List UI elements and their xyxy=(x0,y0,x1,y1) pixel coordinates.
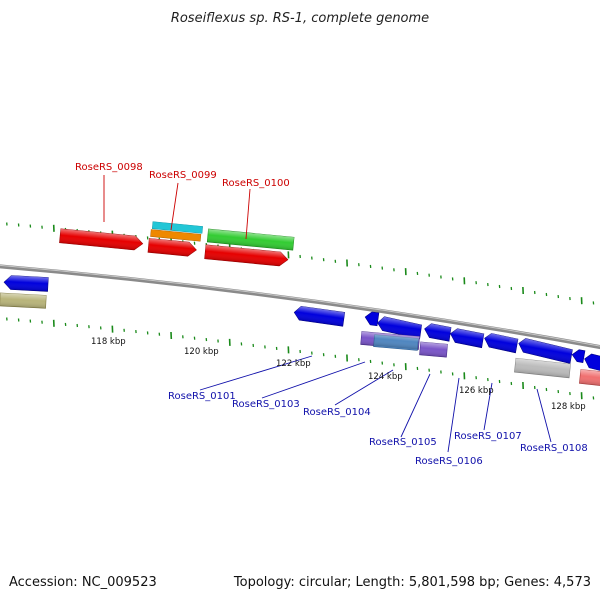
label-roseRS-0104[interactable]: RoseRS_0104 xyxy=(303,407,371,418)
gene-roseRS-0098[interactable] xyxy=(59,228,144,251)
map-title: Roseiflexus sp. RS-1, complete genome xyxy=(171,11,429,26)
gene-roseRS-0099[interactable] xyxy=(147,238,197,257)
kbp-label-118: 118 kbp xyxy=(91,337,126,347)
label-leader-lines xyxy=(103,175,552,453)
label-roseRS-0099[interactable]: RoseRS_0099 xyxy=(149,170,217,181)
label-roseRS-0108[interactable]: RoseRS_0108 xyxy=(520,443,588,454)
gene-blue-c[interactable] xyxy=(423,323,452,342)
gene-blue-a[interactable] xyxy=(293,305,346,327)
kbp-labels: 118 kbp 120 kbp 122 kbp 124 kbp 126 kbp … xyxy=(91,337,586,412)
kbp-label-128: 128 kbp xyxy=(551,402,586,412)
genome-summary-text: Topology: circular; Length: 5,801,598 bp… xyxy=(233,575,591,590)
label-roseRS-0100[interactable]: RoseRS_0100 xyxy=(222,178,290,189)
gene-purple-b[interactable] xyxy=(419,341,448,358)
kbp-label-120: 120 kbp xyxy=(184,347,219,357)
gene-roseRS-0099-cyan[interactable] xyxy=(151,221,203,234)
gene-olive-left[interactable] xyxy=(0,292,47,309)
label-roseRS-0103[interactable]: RoseRS_0103 xyxy=(232,399,300,410)
gene-blue-g[interactable] xyxy=(570,349,600,372)
gene-purple-a[interactable] xyxy=(360,331,420,351)
reverse-genes xyxy=(0,275,600,387)
label-roseRS-0101[interactable]: RoseRS_0101 xyxy=(168,391,236,402)
gene-blue-b[interactable] xyxy=(363,311,422,340)
gene-blue-e[interactable] xyxy=(483,332,519,354)
gene-gray[interactable] xyxy=(514,357,571,379)
label-roseRS-0098[interactable]: RoseRS_0098 xyxy=(75,162,143,173)
gene-blue-d[interactable] xyxy=(449,328,485,349)
gene-roseRS-0100[interactable] xyxy=(204,244,289,267)
label-roseRS-0107[interactable]: RoseRS_0107 xyxy=(454,431,522,442)
gene-roseRS-0099-orange[interactable] xyxy=(150,229,202,242)
gene-pink[interactable] xyxy=(579,369,600,387)
gene-blue-f[interactable] xyxy=(517,337,573,364)
gene-labels: RoseRS_0098 RoseRS_0099 RoseRS_0100 Rose… xyxy=(75,162,588,467)
label-roseRS-0106[interactable]: RoseRS_0106 xyxy=(415,456,483,467)
kbp-label-124: 124 kbp xyxy=(368,372,403,382)
gene-blue-left[interactable] xyxy=(3,275,49,292)
accession-text: Accession: NC_009523 xyxy=(9,575,157,590)
kbp-label-122: 122 kbp xyxy=(276,359,311,369)
lower-tick-ruler xyxy=(6,317,595,400)
genome-backbone xyxy=(0,264,600,350)
forward-genes xyxy=(59,221,295,267)
gene-roseRS-0100-green[interactable] xyxy=(206,228,295,251)
label-roseRS-0105[interactable]: RoseRS_0105 xyxy=(369,437,437,448)
kbp-label-126: 126 kbp xyxy=(459,386,494,396)
